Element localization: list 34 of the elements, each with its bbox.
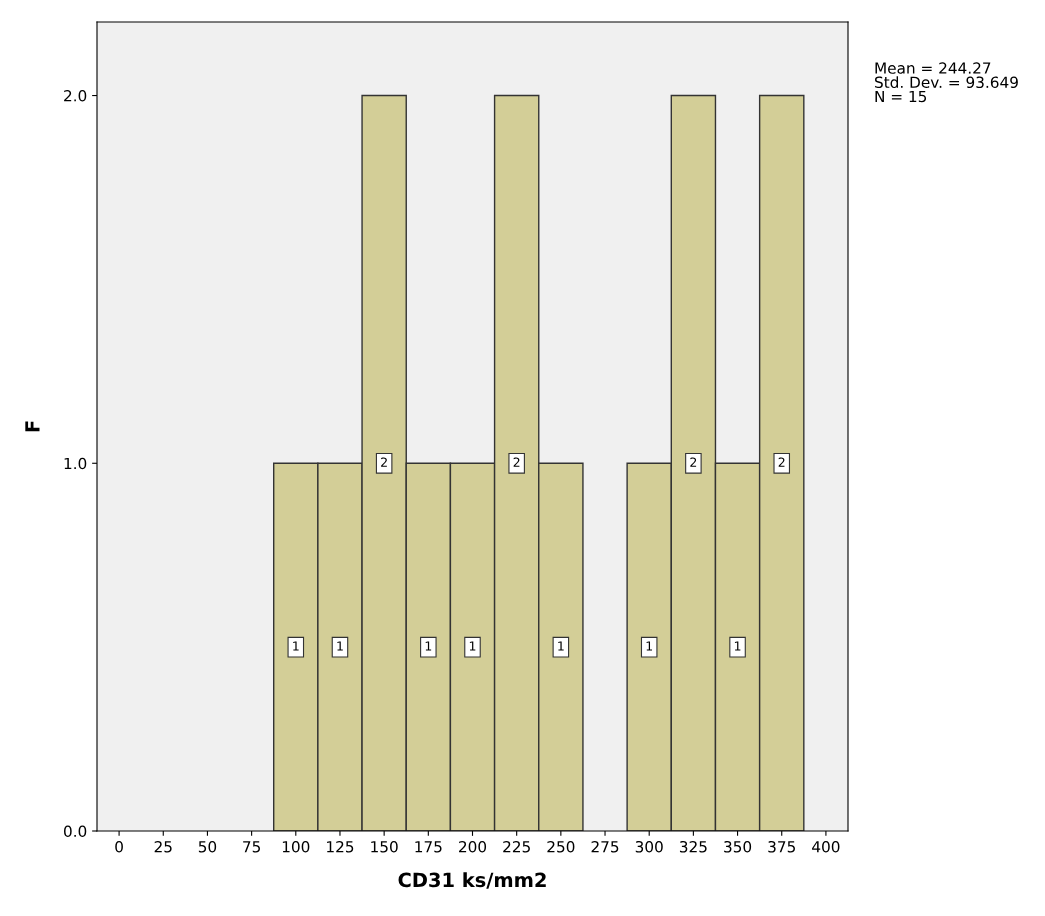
x-tick-label: 350 <box>724 840 752 853</box>
x-tick-label: 75 <box>243 841 260 853</box>
data-label: 1 <box>337 641 343 651</box>
x-tick-label: 150 <box>371 840 398 853</box>
x-tick-label: 175 <box>415 841 442 853</box>
x-tick-label: 0 <box>115 840 123 853</box>
data-label: 2 <box>381 457 387 467</box>
x-tick-label: 275 <box>591 840 619 853</box>
data-label: 1 <box>293 641 299 651</box>
data-label: 1 <box>469 641 476 651</box>
x-tick-label: 325 <box>679 840 707 853</box>
x-tick-label: 250 <box>547 840 575 853</box>
data-label: 2 <box>778 457 785 467</box>
x-tick-label: 25 <box>154 840 172 853</box>
y-tick-label: 2.0 <box>64 90 87 102</box>
y-tick-label: 0.0 <box>63 825 87 838</box>
x-tick-label: 225 <box>503 840 530 853</box>
x-tick-label: 200 <box>459 840 487 853</box>
x-tick-label: 50 <box>198 840 217 853</box>
data-label: 2 <box>690 457 697 467</box>
data-label: 1 <box>425 641 432 651</box>
x-axis-title: CD31 ks/mm2 <box>398 872 546 889</box>
y-tick-label: 1.0 <box>64 457 87 470</box>
data-label: 2 <box>513 457 520 467</box>
data-label: 1 <box>646 641 653 651</box>
text: Mean = 244.27 Std. Dev. = 93.649 N = 15 <box>875 62 1018 103</box>
data-label: 1 <box>734 641 741 651</box>
x-tick-label: 375 <box>768 840 795 853</box>
x-tick-label: 300 <box>635 840 663 853</box>
x-tick-label: 400 <box>812 840 840 853</box>
y-axis-title: F <box>25 421 40 432</box>
data-label: 1 <box>558 641 564 651</box>
x-tick-label: 125 <box>327 840 354 853</box>
x-tick-label: 100 <box>282 840 310 853</box>
